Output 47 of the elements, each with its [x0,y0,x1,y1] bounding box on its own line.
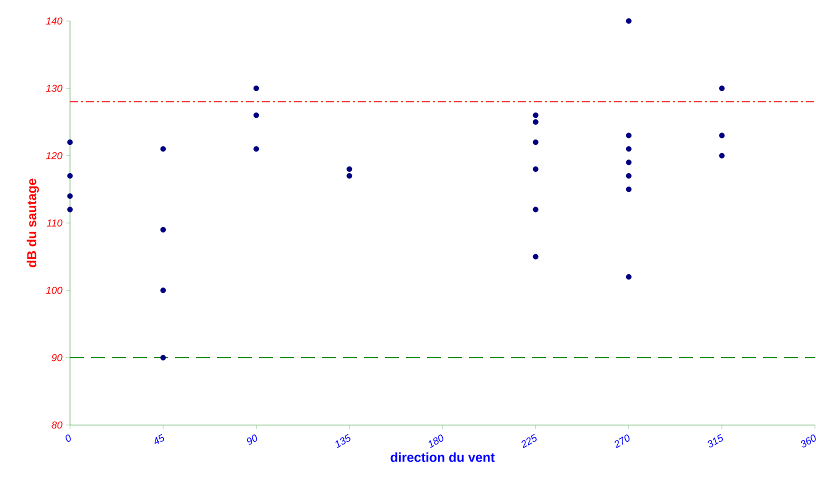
y-tick-label: 110 [46,219,62,227]
point [532,166,538,172]
y-tick-label: 80 [52,421,62,429]
point [532,254,538,260]
point [719,132,725,138]
point [160,226,166,233]
point [253,86,260,92]
point [719,152,725,158]
x-tick-label: 45 [154,434,164,444]
point [626,18,632,24]
point [160,288,166,294]
point [346,173,352,179]
y-tick-label: 120 [46,152,62,160]
point [719,86,725,92]
x-tick-label: 180 [428,434,444,448]
x-axis-title: direction du vent [390,452,495,462]
point [626,132,632,138]
point [532,206,538,212]
point [160,354,166,360]
y-axis-title: dB du sautage [26,178,39,268]
x-tick-label: 360 [800,434,816,448]
point [626,160,632,166]
point [346,166,352,172]
point [532,112,538,118]
point [67,206,73,212]
y-tick-label: 130 [46,84,62,92]
point [160,146,166,152]
x-tick-label: 225 [522,434,537,448]
y-tick-label: 100 [46,286,62,294]
x-tick-label: 135 [336,434,350,448]
point [626,146,632,152]
x-tick-label: 90 [246,434,258,445]
point [532,119,538,125]
y-tick-label: 140 [46,17,62,25]
y-tick-label: 90 [52,354,62,362]
point [626,186,632,192]
point [626,274,632,280]
point [253,112,260,118]
point [532,139,538,146]
x-tick-label: 315 [708,434,723,448]
x-tick-label: 270 [614,434,630,448]
point [67,193,73,199]
x-tick-label: 0 [66,434,71,442]
point [67,173,73,179]
point [626,173,632,179]
point [253,146,260,152]
point [67,139,73,146]
